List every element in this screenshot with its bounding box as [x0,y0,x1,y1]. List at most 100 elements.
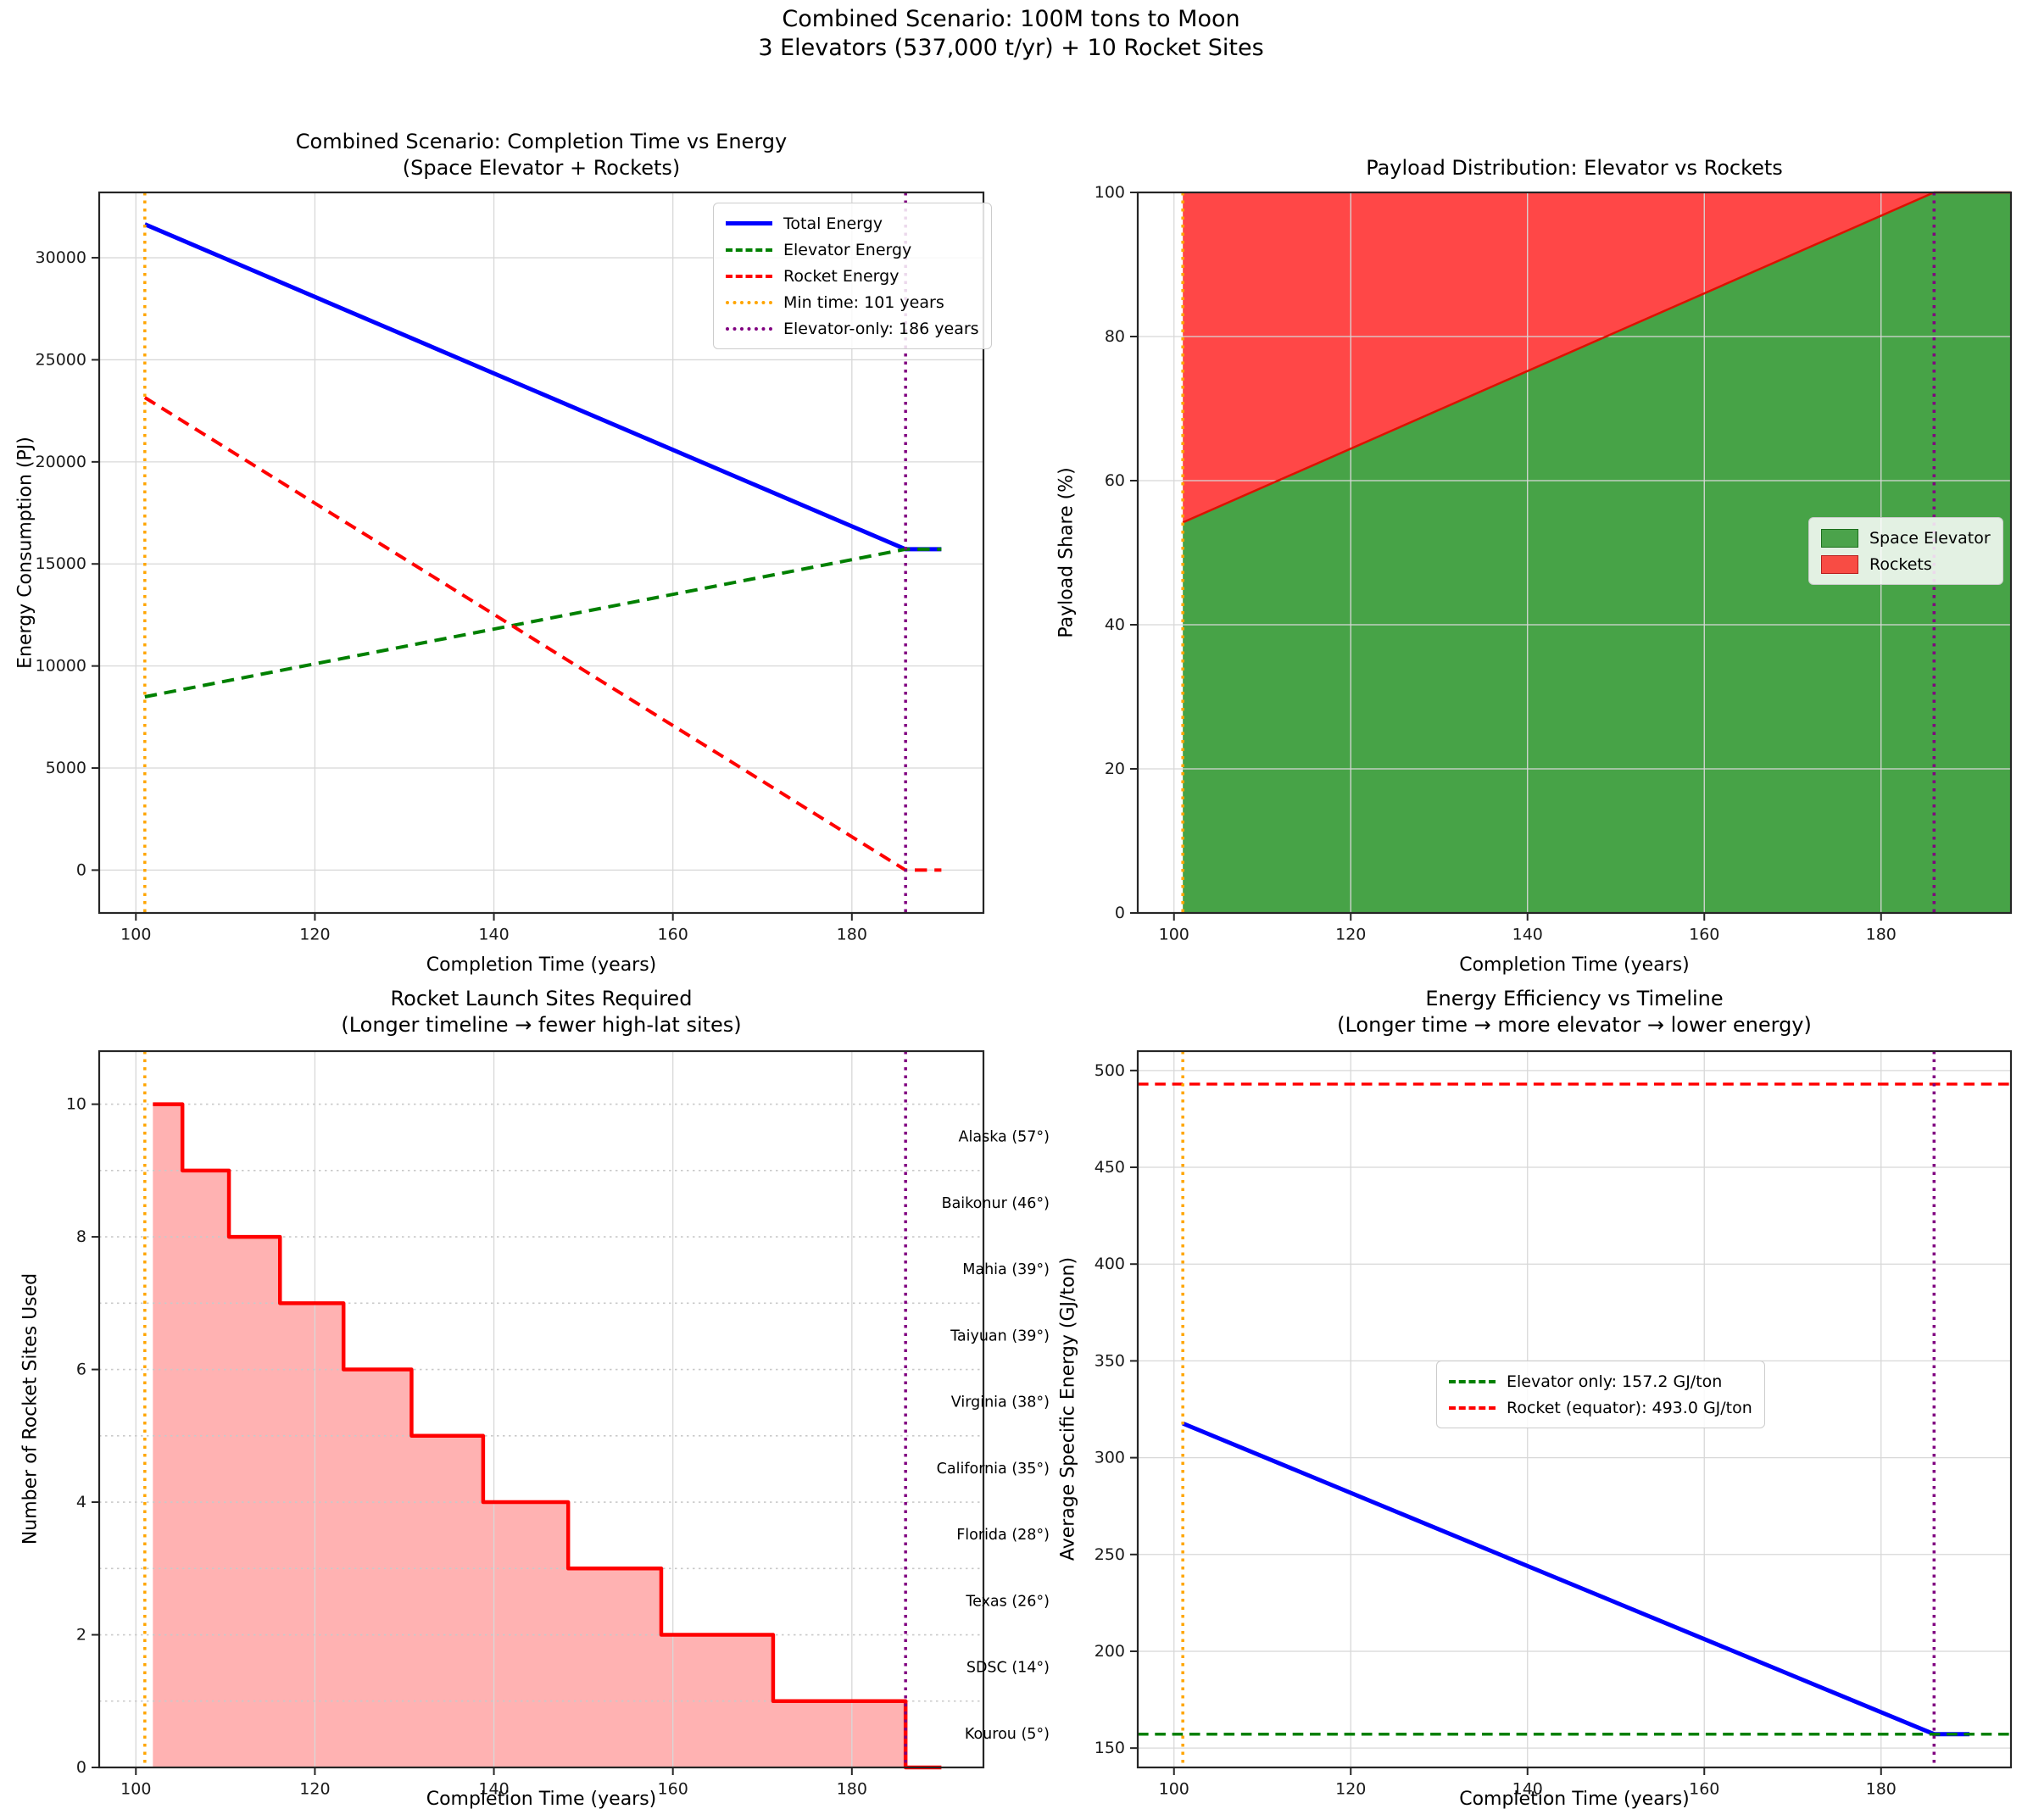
legend-item-label: Min time: 101 years [783,292,944,312]
energy-chart-title-line2: (Space Elevator + Rockets) [402,156,681,180]
legend-line-swatch [726,300,772,304]
x-tick-label: 100 [1159,1780,1189,1799]
x-tick-label: 160 [1689,1780,1719,1799]
y-tick-label: 0 [76,1758,86,1777]
payload-chart-legend: Space Elevator Rockets [1808,517,2003,585]
x-tick-label: 100 [1159,926,1189,944]
x-tick-label: 120 [299,1780,330,1799]
launch-site-label: Florida (28°) [956,1527,1050,1544]
sites-yaxis-label: Number of Rocket Sites Used [19,1272,42,1545]
legend-item: Space Elevator [1821,525,1991,551]
x-tick-label: 180 [837,1780,867,1799]
efficiency-xaxis-label: Completion Time (years) [1459,1789,1690,1810]
x-tick-label: 140 [478,1780,509,1799]
rocket-energy-line [143,396,942,872]
x-tick-label: 120 [1335,926,1366,944]
figure-suptitle-line1: Combined Scenario: 100M tons to Moon [782,6,1240,32]
combined-scenario-line [1182,1421,1970,1737]
legend-line-swatch [726,326,772,331]
legend-item: Total Energy [726,210,979,237]
x-tick-label: 160 [1689,926,1719,944]
legend-item-label: Rocket Energy [783,266,900,286]
sites-chart-title-line1: Rocket Launch Sites Required [390,987,693,1010]
launch-site-label: Texas (26°) [965,1593,1050,1610]
legend-patch-swatch [1821,528,1858,548]
rockets-area [1183,192,2011,523]
x-tick-label: 160 [658,926,688,944]
energy-chart-title-line1: Combined Scenario: Completion Time vs En… [295,130,788,153]
figure-suptitle: Combined Scenario: 100M tons to Moon 3 E… [0,5,2022,63]
legend-item: Elevator Energy [726,237,979,263]
sites-chart-title-line2: (Longer timeline → fewer high-lat sites) [341,1013,742,1037]
y-tick-label: 6 [76,1361,86,1379]
figure-suptitle-line2: 3 Elevators (537,000 t/yr) + 10 Rocket S… [758,35,1264,61]
launch-site-label: Kourou (5°) [965,1726,1050,1743]
legend-item: Min time: 101 years [726,289,979,315]
y-tick-label: 2 [76,1626,86,1645]
y-tick-label: 4 [76,1493,86,1511]
x-tick-label: 180 [837,926,867,944]
energy-xaxis-label: Completion Time (years) [426,955,657,976]
legend-item-label: Elevator-only: 186 years [783,319,979,338]
y-tick-label: 250 [1095,1545,1125,1564]
legend-patch-swatch [1821,554,1858,574]
y-tick-label: 20 [1105,760,1125,778]
launch-site-label: Alaska (57°) [959,1129,1050,1146]
axes-spines [97,1049,985,1769]
y-tick-label: 5000 [46,759,86,777]
launch-site-label: Taiyuan (39°) [950,1327,1050,1344]
y-tick-label: 8 [76,1227,86,1246]
legend-item: Rocket Energy [726,263,979,289]
sites-step-line [153,1102,942,1770]
legend-item-label: Space Elevator [1869,528,1991,548]
y-tick-label: 15000 [36,554,86,573]
efficiency-yaxis-label: Average Specific Energy (GJ/ton) [1057,1256,1079,1561]
y-tick-label: 100 [1095,183,1125,202]
legend-line-swatch [726,248,772,252]
y-tick-label: 20000 [36,453,86,471]
x-tick-label: 140 [478,926,509,944]
efficiency-chart-title: Energy Efficiency vs Timeline (Longer ti… [1138,986,2011,1038]
y-tick-label: 0 [76,860,86,879]
payload-xaxis-label: Completion Time (years) [1459,955,1690,976]
efficiency-chart-legend: Elevator only: 157.2 GJ/ton Rocket (equat… [1436,1361,1765,1428]
legend-item-label: Total Energy [783,214,883,233]
legend-item-label: Elevator only: 157.2 GJ/ton [1507,1372,1723,1391]
launch-site-label: Virginia (38°) [951,1394,1050,1411]
legend-item: Elevator-only: 186 years [726,315,979,342]
y-tick-label: 10000 [36,657,86,676]
sites-chart: 100 120 140 160 180 0 2 4 6 8 10 Alaska (57°) Baikon… [66,1049,1050,1799]
x-tick-label: 180 [1866,926,1897,944]
x-tick-label: 120 [299,926,330,944]
elevator-energy-line [144,547,942,699]
x-tick-label: 140 [1512,1780,1543,1799]
y-tick-label: 40 [1105,615,1125,634]
y-tick-label: 150 [1095,1739,1125,1757]
energy-chart-legend: Total Energy Elevator Energy Rocket Energy… [713,203,992,349]
sites-xaxis-label: Completion Time (years) [426,1789,657,1810]
legend-item: Rockets [1821,551,1991,577]
x-tick-label: 140 [1512,926,1543,944]
launch-site-label: SDSC (14°) [966,1660,1050,1677]
x-tick-label: 120 [1335,1780,1366,1799]
efficiency-chart-title-line2: (Longer time → more elevator → lower ene… [1337,1013,1812,1037]
energy-chart-title: Combined Scenario: Completion Time vs En… [99,129,983,181]
payload-chart-title-line1: Payload Distribution: Elevator vs Rocket… [1366,156,1783,180]
launch-site-label: California (35°) [937,1461,1050,1478]
legend-item-label: Elevator Energy [783,240,912,259]
efficiency-chart-title-line1: Energy Efficiency vs Timeline [1425,987,1724,1010]
legend-item-label: Rocket (equator): 493.0 GJ/ton [1507,1398,1752,1417]
sites-chart-title: Rocket Launch Sites Required (Longer tim… [99,986,983,1038]
x-tick-label: 180 [1866,1780,1897,1799]
y-tick-label: 60 [1105,471,1125,490]
y-tick-label: 0 [1115,904,1125,922]
launch-site-label: Mahia (39°) [962,1261,1050,1278]
x-tick-label: 100 [120,1780,151,1799]
y-tick-label: 30000 [36,248,86,267]
payload-yaxis-label: Payload Share (%) [1056,467,1078,638]
legend-line-swatch [726,221,772,225]
legend-item: Rocket (equator): 493.0 GJ/ton [1449,1394,1752,1421]
legend-line-swatch [1449,1379,1496,1383]
launch-site-label: Baikonur (46°) [942,1195,1050,1212]
